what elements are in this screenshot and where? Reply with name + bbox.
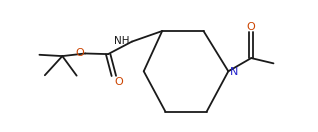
Text: O: O [247, 22, 256, 32]
Text: N: N [230, 67, 238, 77]
Text: O: O [114, 77, 123, 87]
Text: O: O [75, 48, 84, 58]
Text: NH: NH [114, 36, 129, 46]
